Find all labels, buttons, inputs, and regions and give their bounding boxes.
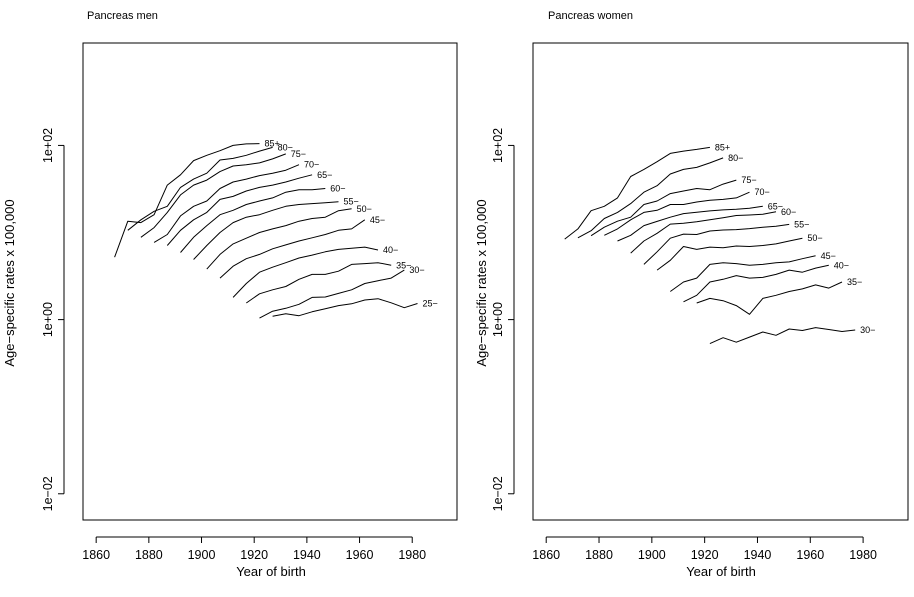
series-label: 35− xyxy=(396,260,411,270)
x-tick-label: 1980 xyxy=(849,548,877,562)
series-label: 35− xyxy=(847,277,862,287)
series-label: 80− xyxy=(278,142,293,152)
plot-frame xyxy=(532,42,909,521)
x-tick-label: 1940 xyxy=(744,548,772,562)
y-tick-label: 1e+02 xyxy=(491,128,505,163)
series-line xyxy=(259,269,405,319)
y-axis-title: Age−specific rates x 100,000 xyxy=(474,199,489,366)
x-tick-label: 1900 xyxy=(638,548,666,562)
series-label: 70− xyxy=(304,160,319,170)
x-tick-label: 1900 xyxy=(188,548,216,562)
series-line xyxy=(153,164,300,243)
series-label: 30− xyxy=(860,325,875,335)
series-line xyxy=(272,298,418,317)
y-tick-label: 1e−02 xyxy=(491,476,505,511)
y-tick-label: 1e+02 xyxy=(41,128,55,163)
series-line xyxy=(630,211,777,254)
series-line xyxy=(617,205,763,242)
x-tick-label: 1920 xyxy=(691,548,719,562)
series-label: 40− xyxy=(383,245,398,255)
series-line xyxy=(114,143,260,258)
series-label: 85+ xyxy=(715,142,730,152)
chart-panel-2: Pancreas women 1860 1880 1900 1920 1940 1960 19… xyxy=(474,10,909,579)
series-label: 45− xyxy=(821,251,836,261)
series-label: 80− xyxy=(728,153,743,163)
series-line xyxy=(683,264,829,303)
series-line xyxy=(590,179,737,237)
series-label: 75− xyxy=(291,149,306,159)
series-line xyxy=(670,255,816,292)
series-label: 60− xyxy=(330,184,345,194)
series-label: 65− xyxy=(317,170,332,180)
x-tick-label: 1880 xyxy=(135,548,163,562)
series-label: 40− xyxy=(834,260,849,270)
series-label: 25− xyxy=(422,299,437,309)
series-line xyxy=(696,281,843,315)
y-tick-label: 1e−02 xyxy=(41,476,55,511)
y-tick-label: 1e+00 xyxy=(41,302,55,337)
series-label: 85+ xyxy=(264,139,279,149)
series-line xyxy=(219,219,366,279)
series-label: 70− xyxy=(755,187,770,197)
chart-panel-1: Pancreas men 1860 1880 1900 1920 1940 1960 1980… xyxy=(2,10,458,579)
x-tick-label: 1940 xyxy=(293,548,321,562)
series-line xyxy=(127,146,273,231)
series-line xyxy=(193,201,339,260)
x-tick-label: 1960 xyxy=(796,548,824,562)
series-label: 30− xyxy=(409,265,424,275)
x-tick-label: 1980 xyxy=(398,548,426,562)
series-label: 55− xyxy=(343,197,358,207)
x-axis-title: Year of birth xyxy=(686,564,756,579)
y-tick-label: 1e+00 xyxy=(491,302,505,337)
series-line xyxy=(180,188,326,253)
series-line xyxy=(577,157,724,239)
x-tick-label: 1920 xyxy=(240,548,268,562)
series-label: 45− xyxy=(370,215,385,225)
series-label: 55− xyxy=(794,219,809,229)
series-line xyxy=(643,223,790,265)
series-label: 60− xyxy=(781,207,796,217)
series-line xyxy=(604,191,750,236)
series-label: 75− xyxy=(741,175,756,185)
chart-title: Pancreas men xyxy=(87,10,158,22)
series-line xyxy=(232,246,379,298)
series-label: 65− xyxy=(768,201,783,211)
x-tick-label: 1960 xyxy=(346,548,374,562)
series-line xyxy=(206,208,352,270)
x-tick-label: 1880 xyxy=(585,548,613,562)
series-line xyxy=(564,146,710,240)
series-line xyxy=(246,262,392,304)
chart-title: Pancreas women xyxy=(548,10,633,22)
x-tick-label: 1860 xyxy=(82,548,110,562)
series-label: 50− xyxy=(807,233,822,243)
series-line xyxy=(709,327,856,345)
x-axis-title: Year of birth xyxy=(236,564,306,579)
y-axis-title: Age−specific rates x 100,000 xyxy=(2,199,17,366)
series-line xyxy=(166,174,313,246)
x-tick-label: 1860 xyxy=(532,548,560,562)
series-line xyxy=(140,153,286,238)
plot-frame xyxy=(82,42,458,521)
series-label: 50− xyxy=(357,204,372,214)
series-line xyxy=(656,237,803,271)
